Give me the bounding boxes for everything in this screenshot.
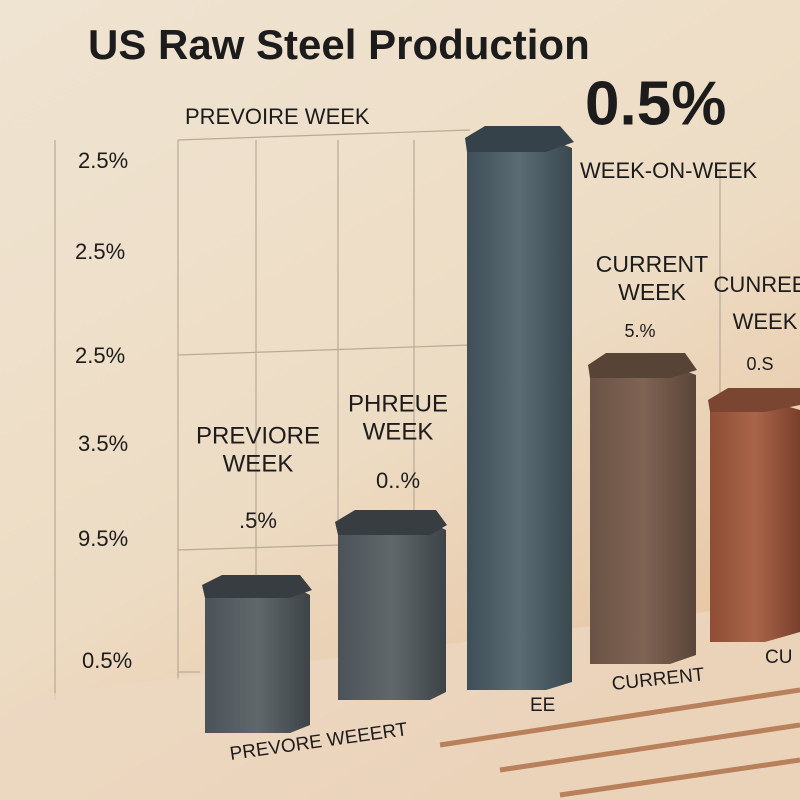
bar-top [708,388,800,412]
grid [54,129,721,700]
floor-stripes [439,687,800,798]
bar-top [202,575,312,598]
bars [202,126,800,733]
bar-note: 0..% [376,468,420,493]
bar-note: CUNREE [714,272,800,297]
axis-label: 2.5% [75,239,125,264]
axis-labels: 2.5% 2.5% 2.5% 3.5% 9.5% 0.5% [75,148,132,673]
callout-label: PREVOIRE WEEK [185,104,370,129]
bar-note: CURRENT [596,251,708,277]
bar-note: .5% [239,508,277,533]
bar [467,138,572,690]
bar-note: 5.% [624,321,655,341]
bar-note: WEEK [618,279,686,305]
bar-top [465,126,574,152]
floor-label: EE [530,695,555,716]
bar [338,522,446,700]
bar-note: WEEK [733,309,798,334]
bar [205,585,310,733]
bar [710,400,800,642]
headline-caption: WEEK-ON-WEEK [580,158,758,183]
bar-notes: PREVIORE WEEK .5% PHREUE WEEK 0..% CURRE… [196,251,800,533]
bar-note: WEEK [363,418,434,445]
bar-note: 0.S [746,354,773,374]
bar-note: PREVIORE [196,422,320,449]
axis-label: 9.5% [78,526,128,551]
headline-value: 0.5% [585,69,726,138]
axis-label: 2.5% [78,148,128,173]
bar [590,365,696,664]
floor-label: CU [765,647,792,668]
axis-label: 2.5% [75,343,125,368]
axis-label: 3.5% [78,431,128,456]
title: US Raw Steel Production [88,21,590,68]
bar-note: PHREUE [348,390,448,417]
bar-note: WEEK [223,450,294,477]
bar-top [335,510,447,535]
bar-top [588,353,697,378]
axis-label: 0.5% [82,648,132,673]
